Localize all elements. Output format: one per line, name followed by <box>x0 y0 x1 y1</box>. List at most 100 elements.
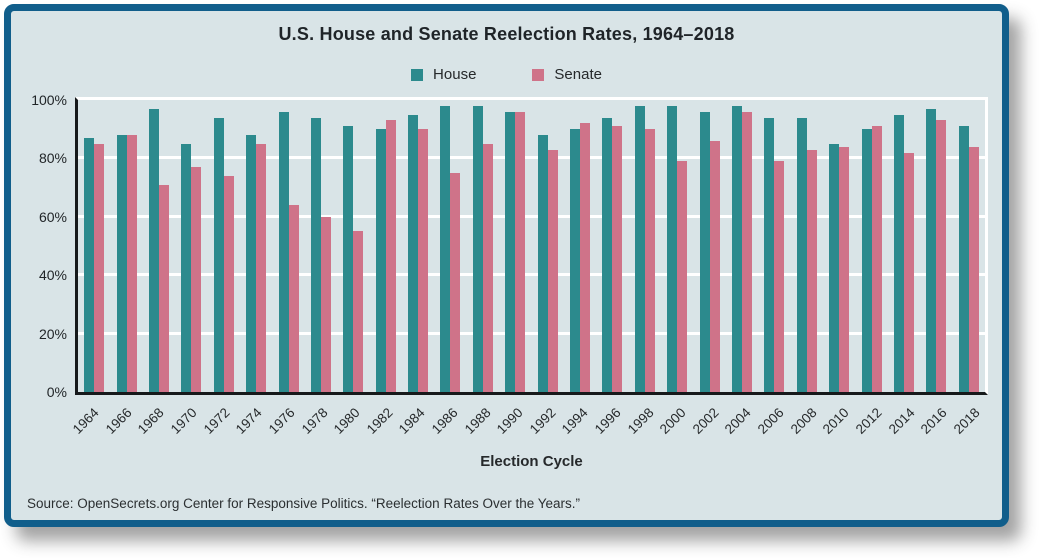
bar-senate-1964 <box>94 143 105 392</box>
bar-group-2006 <box>758 100 790 392</box>
bar-house-2004 <box>732 105 742 392</box>
x-tick-2012: 2012 <box>853 395 891 451</box>
x-tick-2008: 2008 <box>787 395 825 451</box>
bar-group-1966 <box>110 100 142 392</box>
y-tick-label: 40% <box>38 267 67 284</box>
bar-group-1972 <box>208 100 240 392</box>
x-tick-label: 2012 <box>852 405 885 437</box>
bar-senate-2018 <box>968 146 979 392</box>
x-tick-2002: 2002 <box>690 395 728 451</box>
x-tick-label: 1998 <box>624 405 657 437</box>
bar-senate-1986 <box>450 173 461 392</box>
bar-house-2018 <box>958 126 969 392</box>
bar-house-2002 <box>699 111 710 392</box>
bar-house-1972 <box>213 117 224 392</box>
x-tick-label: 1980 <box>330 405 363 437</box>
bar-senate-1968 <box>158 184 169 392</box>
y-tick-label: 80% <box>38 150 67 167</box>
x-tick-1980: 1980 <box>331 395 369 451</box>
bar-senate-1978 <box>320 216 331 392</box>
bar-senate-2010 <box>839 146 850 392</box>
x-tick-1976: 1976 <box>266 395 304 451</box>
x-tick-label: 2016 <box>917 405 950 437</box>
x-tick-label: 1994 <box>559 405 592 437</box>
bar-house-2006 <box>764 117 775 392</box>
bar-senate-1994 <box>580 123 591 392</box>
y-tick-label: 100% <box>31 92 67 108</box>
bar-house-1964 <box>84 137 95 392</box>
y-tick-label: 20% <box>38 325 67 342</box>
x-tick-1966: 1966 <box>103 395 141 451</box>
x-tick-label: 1988 <box>461 405 494 437</box>
bar-house-2000 <box>667 105 678 392</box>
bar-group-2018 <box>953 100 985 392</box>
x-tick-1994: 1994 <box>559 395 597 451</box>
bar-group-2002 <box>693 100 725 392</box>
x-tick-1992: 1992 <box>527 395 565 451</box>
bar-house-2012 <box>861 129 872 392</box>
x-tick-1978: 1978 <box>298 395 336 451</box>
bar-house-1968 <box>148 108 159 392</box>
x-tick-2018: 2018 <box>951 395 988 451</box>
bar-group-1988 <box>467 100 499 392</box>
bar-senate-1990 <box>515 111 526 392</box>
bar-house-2016 <box>926 108 937 392</box>
x-tick-2010: 2010 <box>820 395 858 451</box>
bar-group-1986 <box>434 100 466 392</box>
bar-senate-2000 <box>677 161 688 392</box>
x-tick-label: 2000 <box>657 405 689 437</box>
y-tick-label: 60% <box>38 208 67 225</box>
bar-senate-1982 <box>385 120 396 392</box>
bar-group-1996 <box>596 100 628 392</box>
x-tick-1996: 1996 <box>592 395 630 451</box>
x-tick-1986: 1986 <box>429 395 467 451</box>
bar-senate-2004 <box>742 111 752 392</box>
bar-house-1988 <box>472 105 483 392</box>
x-tick-label: 1974 <box>233 405 265 437</box>
bar-group-1970 <box>175 100 207 392</box>
x-tick-label: 2018 <box>950 405 983 437</box>
x-tick-label: 1990 <box>493 405 526 437</box>
gridline-80 <box>78 156 985 160</box>
x-tick-1974: 1974 <box>233 395 271 451</box>
bar-group-1976 <box>272 100 304 392</box>
x-tick-2004: 2004 <box>722 395 760 451</box>
bar-senate-2014 <box>903 152 914 392</box>
bar-house-2014 <box>893 114 904 392</box>
bar-house-1984 <box>408 114 419 392</box>
bar-group-1990 <box>499 100 531 392</box>
bar-house-1978 <box>310 117 321 392</box>
legend-label: Senate <box>554 66 602 83</box>
x-tick-label: 2002 <box>689 405 722 437</box>
legend: House Senate <box>11 66 1002 83</box>
x-axis-labels: 1964 1966 1968 1970 1972 1974 1976 1978 1980 1982… <box>70 395 988 451</box>
x-tick-1972: 1972 <box>201 395 238 451</box>
x-tick-label: 2008 <box>787 405 820 437</box>
bar-group-2010 <box>823 100 855 392</box>
x-tick-2014: 2014 <box>885 395 923 451</box>
bar-group-2004 <box>726 100 758 392</box>
bar-senate-1984 <box>418 129 429 392</box>
bar-house-2008 <box>796 117 807 392</box>
x-tick-1998: 1998 <box>624 395 662 451</box>
bar-house-1992 <box>537 135 548 392</box>
bar-senate-1972 <box>223 175 234 392</box>
bar-house-1996 <box>602 117 613 392</box>
x-tick-label: 2004 <box>722 405 755 437</box>
x-tick-label: 1978 <box>298 405 331 437</box>
x-tick-label: 2014 <box>885 405 918 437</box>
bar-group-1964 <box>78 100 110 392</box>
bar-senate-1966 <box>126 135 137 392</box>
bar-senate-1980 <box>353 231 364 392</box>
bar-house-1970 <box>181 143 192 392</box>
bar-group-1998 <box>629 100 661 392</box>
bar-group-1992 <box>531 100 563 392</box>
legend-item-house: House <box>411 66 476 83</box>
bar-series <box>78 100 985 392</box>
x-tick-label: 2010 <box>820 405 852 437</box>
bar-house-2010 <box>829 143 840 392</box>
bar-house-1974 <box>246 135 257 392</box>
x-tick-label: 1964 <box>70 405 102 437</box>
x-tick-label: 1984 <box>396 405 429 437</box>
bar-house-1982 <box>375 129 386 392</box>
